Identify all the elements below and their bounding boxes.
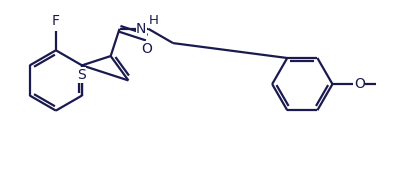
Text: S: S bbox=[77, 68, 85, 82]
Text: O: O bbox=[353, 77, 364, 91]
Text: H: H bbox=[149, 14, 158, 27]
Text: N: N bbox=[136, 22, 146, 36]
Text: F: F bbox=[52, 14, 60, 28]
Text: O: O bbox=[141, 42, 152, 56]
